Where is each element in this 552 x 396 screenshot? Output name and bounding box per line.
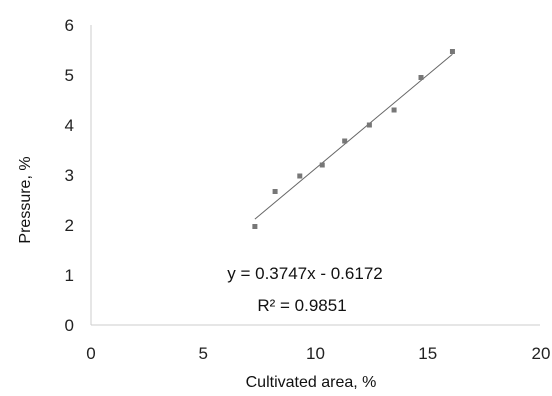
y-tick-label: 5 [65, 66, 74, 85]
y-tick-label: 6 [65, 16, 74, 35]
data-point [252, 224, 258, 229]
x-tick-label: 20 [532, 344, 551, 363]
x-tick-label: 5 [199, 344, 208, 363]
data-point [319, 162, 325, 168]
data-point [418, 75, 424, 80]
x-tick-label: 0 [86, 344, 95, 363]
y-tick-label: 4 [65, 116, 74, 135]
data-point [342, 138, 348, 144]
y-tick-label: 3 [65, 166, 74, 185]
y-axis-title: Pressure, % [17, 156, 34, 243]
data-point [366, 122, 372, 128]
data-point [391, 107, 397, 113]
equation-label: y = 0.3747x - 0.6172 [227, 264, 382, 283]
y-tick-label: 2 [65, 216, 74, 235]
data-point [449, 49, 455, 54]
trendline [254, 53, 453, 220]
y-tick-label: 1 [65, 266, 74, 285]
data-point [272, 189, 278, 194]
data-points [252, 49, 455, 229]
x-tick-label: 15 [418, 344, 437, 363]
y-tick-labels: 0 1 2 3 4 5 6 [65, 16, 74, 335]
axes [90, 25, 540, 326]
x-tick-labels: 0 5 10 15 20 [86, 344, 550, 363]
y-tick-label: 0 [65, 316, 74, 335]
r-squared-label: R² = 0.9851 [257, 296, 346, 315]
x-tick-label: 10 [306, 344, 325, 363]
x-axis-title: Cultivated area, % [246, 374, 377, 391]
data-point [297, 173, 303, 179]
